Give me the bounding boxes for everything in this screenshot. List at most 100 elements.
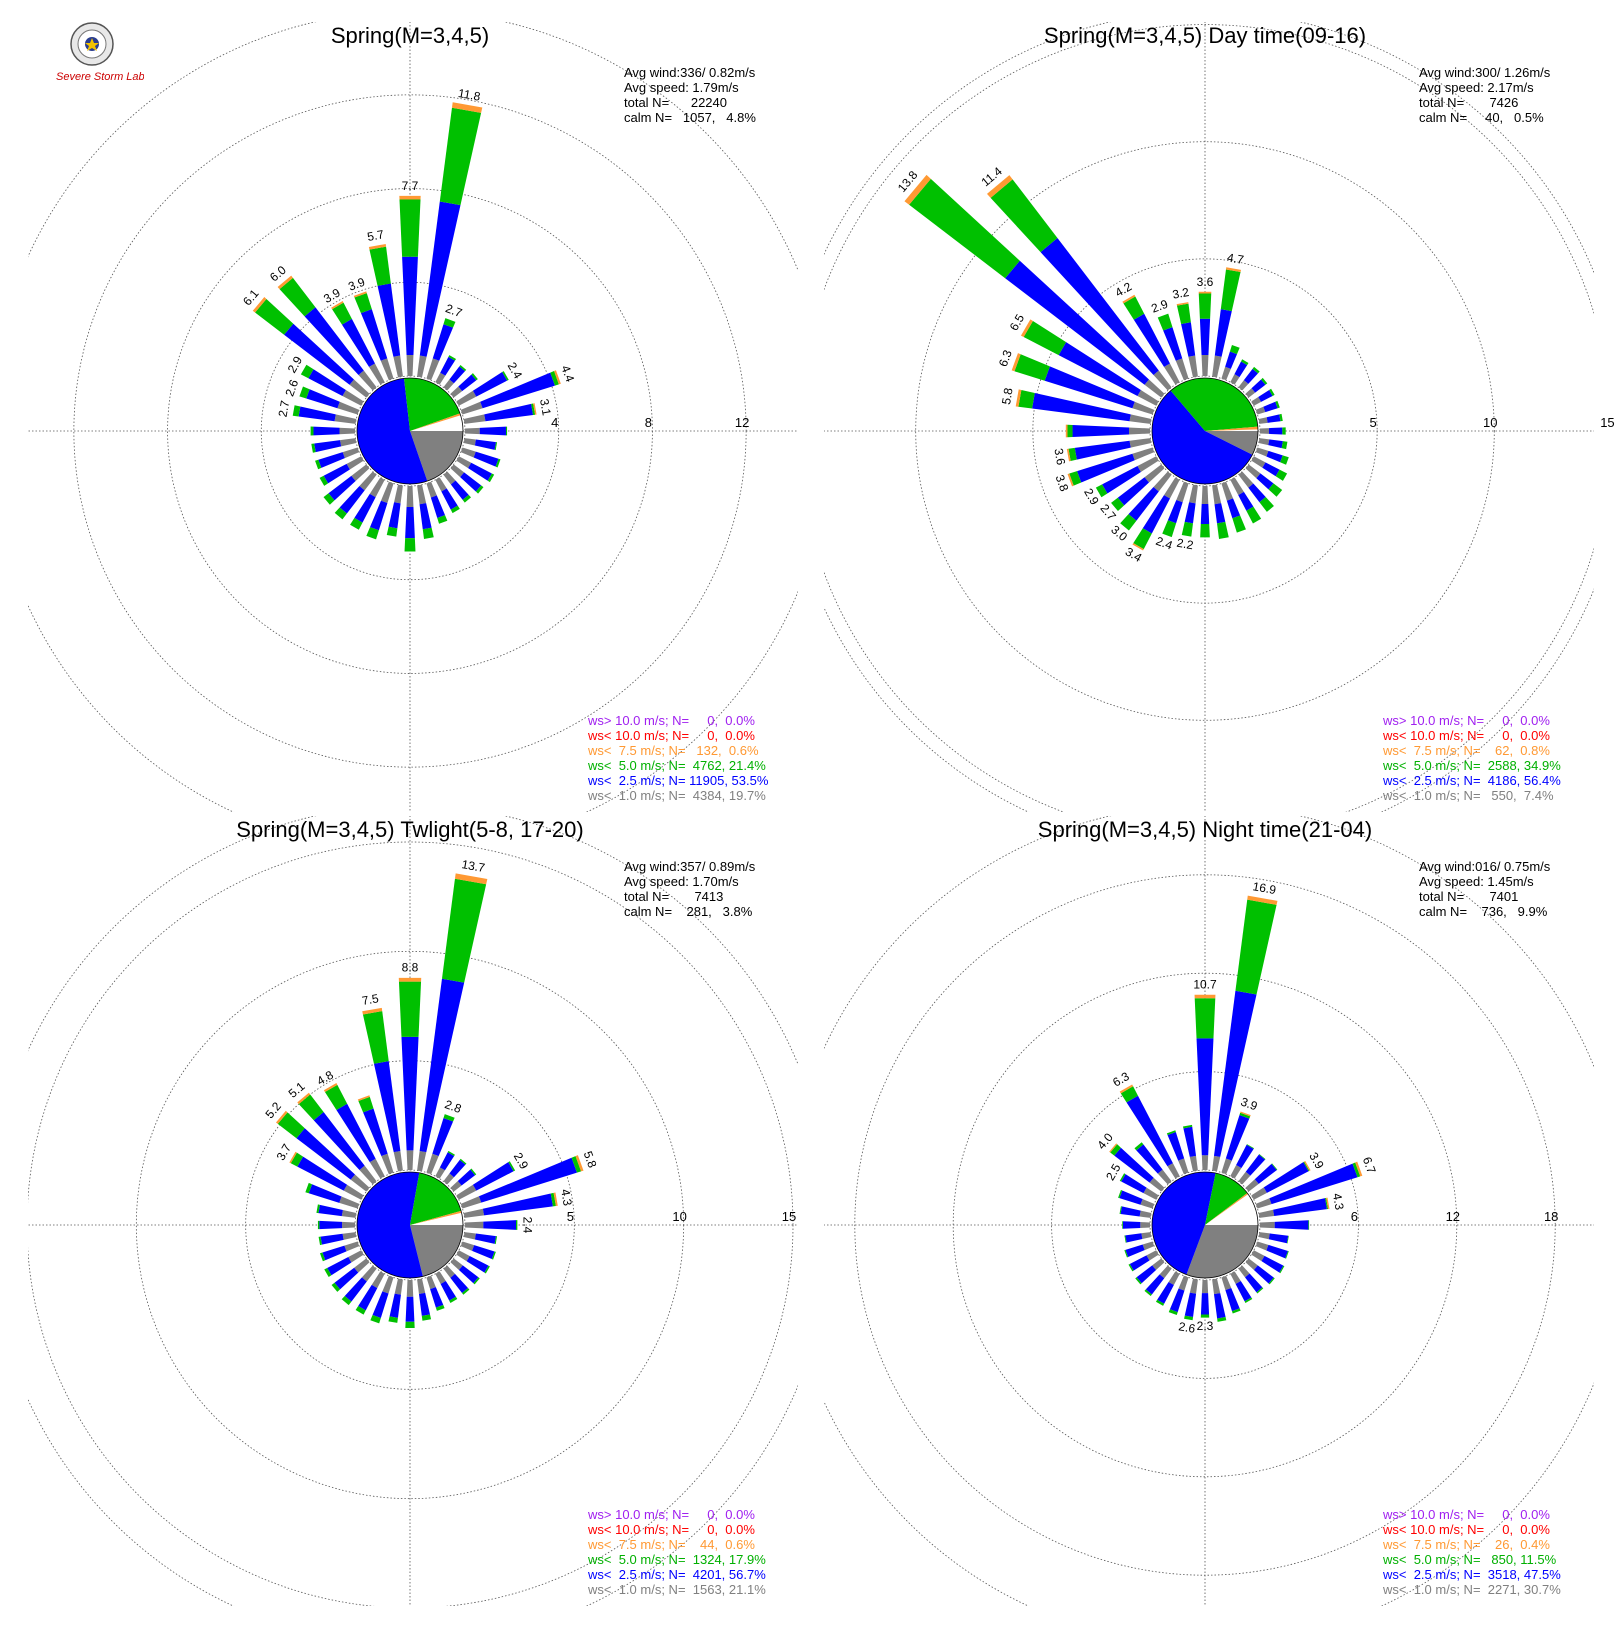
- legend-entry: ws< 1.0 m/s; N= 1563, 21.1%: [587, 1582, 766, 1597]
- bar-segment-blue-160: [430, 495, 446, 518]
- bar-segment-blue-290: [308, 1184, 342, 1203]
- bar-segment-orange-250: [1067, 473, 1074, 487]
- bar-segment-blue-110: [472, 1245, 495, 1260]
- direction-label-200: 2.4: [1154, 534, 1175, 553]
- stat-avg-speed: Avg speed: 1.70m/s: [624, 874, 739, 889]
- bar-segment-orange-330: [1119, 1084, 1134, 1094]
- bar-segment-green-210: [350, 517, 363, 530]
- bar-segment-green-310: [1110, 1144, 1121, 1156]
- bar-segment-gray-20: [1221, 366, 1231, 381]
- bar-segment-blue-170: [1214, 503, 1226, 524]
- bar-segment-gray-230: [1152, 1258, 1165, 1270]
- bar-segment-green-240: [1095, 484, 1108, 498]
- bar-segment-green-200: [370, 1314, 381, 1324]
- bar-segment-blue-310: [296, 1128, 356, 1180]
- bar-segment-green-0: [1198, 293, 1212, 319]
- bar-segment-green-60: [508, 1161, 516, 1172]
- legend-entry: ws< 7.5 m/s; N= 132, 0.6%: [587, 743, 759, 758]
- legend-entry: ws< 5.0 m/s; N= 4762, 21.4%: [587, 758, 766, 773]
- bar-segment-gray-260: [342, 1232, 357, 1240]
- direction-label-290: 6.3: [996, 348, 1015, 369]
- bar-segment-green-150: [449, 1296, 458, 1303]
- bar-segment-green-70: [1275, 400, 1280, 409]
- bar-segment-green-70: [571, 1156, 582, 1173]
- bar-segment-blue-350: [1183, 1126, 1197, 1157]
- bar-segment-gray-350: [393, 355, 403, 378]
- bar-segment-orange-330: [1122, 294, 1136, 304]
- bar-segment-green-0: [398, 981, 422, 1037]
- bar-segment-blue-210: [1157, 1281, 1174, 1304]
- bar-segment-blue-270: [313, 426, 340, 436]
- bar-segment-blue-100: [1268, 1233, 1289, 1244]
- bar-segment-gray-30: [435, 372, 446, 385]
- bar-segment-gray-230: [354, 1258, 370, 1273]
- bar-segment-green-30: [1241, 359, 1249, 366]
- bar-segment-gray-80: [1258, 1209, 1275, 1218]
- direction-bars: [904, 174, 1289, 551]
- bar-segment-gray-90: [464, 1221, 484, 1229]
- bar-segment-green-40: [1258, 1153, 1266, 1160]
- direction-labels: 3.64.72.22.43.43.02.72.93.83.65.86.36.51…: [895, 164, 1245, 565]
- bar-segment-green-140: [462, 1288, 470, 1295]
- bar-segment-orange-330: [323, 1082, 338, 1093]
- bar-segment-green-80: [531, 403, 536, 416]
- bar-segment-gray-0: [406, 354, 414, 377]
- bar-segment-blue-230: [328, 475, 356, 501]
- bar-segment-gray-240: [1146, 1250, 1159, 1261]
- bar-segment-blue-150: [441, 488, 458, 510]
- bar-segment-green-320: [990, 179, 1058, 253]
- bar-segment-blue-70: [480, 372, 555, 409]
- direction-label-10: 13.7: [461, 857, 487, 875]
- bar-segment-gray-90: [464, 427, 480, 435]
- bar-segment-gray-100: [1258, 438, 1270, 446]
- bar-segment-green-40: [1252, 366, 1260, 374]
- bar-segment-green-80: [1325, 1197, 1329, 1210]
- bar-segment-green-220: [1144, 1289, 1152, 1297]
- bar-segment-gray-50: [450, 1181, 462, 1192]
- bar-segment-green-60: [1303, 1161, 1310, 1172]
- bar-segment-blue-50: [457, 1169, 476, 1186]
- ring-tick-label: 12: [1446, 1209, 1460, 1224]
- bar-segment-green-140: [462, 494, 472, 503]
- bar-segment-orange-70: [575, 1155, 584, 1172]
- bar-segment-gray-130: [450, 464, 465, 478]
- bar-segment-blue-140: [1248, 483, 1266, 503]
- bar-segment-green-100: [1286, 1235, 1289, 1244]
- bar-segment-orange-350: [368, 244, 387, 250]
- bar-segment-blue-180: [405, 1296, 415, 1322]
- bar-segment-blue-170: [418, 1292, 431, 1316]
- bar-segment-gray-150: [435, 1271, 446, 1285]
- ring-tick-label: 15: [782, 1209, 796, 1224]
- bar-segment-blue-60: [472, 1162, 514, 1191]
- bar-segment-blue-320: [1040, 238, 1159, 375]
- bar-segment-gray-20: [426, 358, 440, 381]
- bar-segment-orange-340: [357, 1095, 370, 1102]
- bar-segment-gray-310: [1144, 379, 1165, 398]
- grid-ring: [952, 972, 1458, 1478]
- calm-pie-green: [410, 1172, 462, 1225]
- bar-segment-blue-300: [1058, 342, 1141, 396]
- bar-segment-blue-290: [1119, 1190, 1143, 1205]
- bar-segment-blue-280: [298, 406, 336, 422]
- bar-segment-gray-0: [1201, 354, 1209, 377]
- bar-segment-gray-140: [1238, 1265, 1250, 1278]
- bar-segment-blue-10: [419, 201, 461, 357]
- legend-entry: ws< 10.0 m/s; N= 0, 0.0%: [587, 1522, 755, 1537]
- bar-segment-green-220: [341, 1295, 352, 1306]
- bar-segment-gray-290: [1132, 401, 1155, 415]
- bar-segment-green-190: [388, 1316, 398, 1323]
- bar-segment-green-280: [1119, 1206, 1122, 1215]
- bar-segment-blue-210: [1142, 495, 1170, 534]
- bar-segment-gray-20: [426, 1153, 439, 1175]
- bar-segment-green-120: [1279, 1265, 1285, 1274]
- bar-segment-blue-250: [318, 452, 345, 468]
- bar-segment-blue-90: [1274, 1220, 1309, 1230]
- direction-label-80: 4.3: [558, 1188, 575, 1207]
- bar-segment-gray-110: [1255, 447, 1269, 457]
- bar-segment-green-260: [311, 443, 316, 453]
- bar-segment-gray-100: [1258, 1232, 1270, 1240]
- bar-segment-gray-270: [342, 1221, 356, 1229]
- direction-label-10: 11.8: [457, 86, 482, 104]
- bar-segment-gray-270: [1140, 1222, 1151, 1228]
- bar-segment-gray-10: [1212, 1155, 1221, 1172]
